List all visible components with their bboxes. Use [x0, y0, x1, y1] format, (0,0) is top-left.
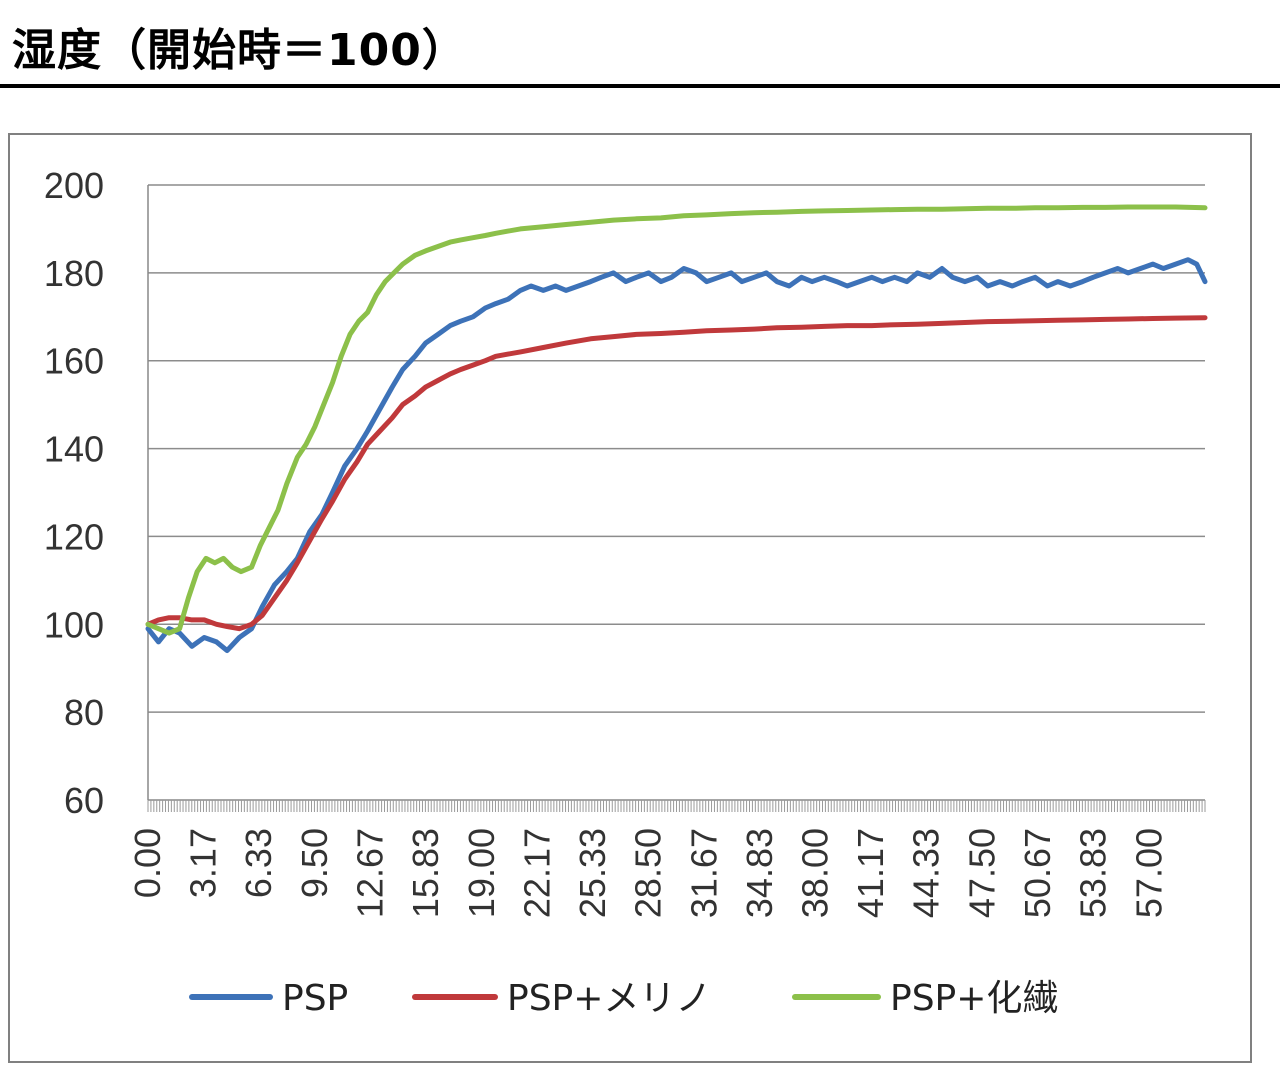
- series-line-2: [145, 204, 1208, 636]
- x-tick-label: 38.00: [795, 828, 836, 918]
- x-tick-label: 15.83: [405, 828, 446, 918]
- legend-label-0: PSP: [282, 978, 348, 1019]
- x-tick-label: 44.33: [906, 828, 947, 918]
- x-tick-label: 9.50: [294, 828, 335, 898]
- x-tick-label: 0.00: [127, 828, 168, 898]
- chart-frame: [8, 133, 1252, 1063]
- x-tick-label: 19.00: [461, 828, 502, 918]
- heading-underline: [0, 84, 1280, 88]
- y-tick-label: 160: [44, 341, 104, 382]
- x-tick-label: 12.67: [350, 828, 391, 918]
- x-tick-label: 28.50: [628, 828, 669, 918]
- y-tick-label: 60: [64, 780, 104, 821]
- x-tick-label: 31.67: [683, 828, 724, 918]
- legend-label-1: PSP+メリノ: [507, 978, 711, 1019]
- x-tick-label: 22.17: [516, 828, 557, 918]
- x-tick-label: 53.83: [1073, 828, 1114, 918]
- y-tick-label: 140: [44, 429, 104, 470]
- y-tick-label: 200: [44, 165, 104, 206]
- x-tick-label: 41.17: [850, 828, 891, 918]
- x-tick-label: 25.33: [572, 828, 613, 918]
- x-tick-label: 50.67: [1017, 828, 1058, 918]
- x-tick-label: 47.50: [961, 828, 1002, 918]
- chart-heading: 湿度（開始時＝100）: [12, 25, 467, 76]
- y-tick-label: 120: [44, 516, 104, 557]
- x-tick-label: 3.17: [183, 828, 224, 898]
- legend-label-2: PSP+化繊: [890, 978, 1058, 1019]
- x-tick-label: 57.00: [1128, 828, 1169, 918]
- x-tick-label: 6.33: [238, 828, 279, 898]
- y-tick-label: 80: [64, 692, 104, 733]
- series-line-0: [145, 257, 1208, 654]
- y-tick-label: 180: [44, 253, 104, 294]
- series-line-1: [145, 315, 1208, 632]
- x-tick-label: 34.83: [739, 828, 780, 918]
- y-tick-label: 100: [44, 604, 104, 645]
